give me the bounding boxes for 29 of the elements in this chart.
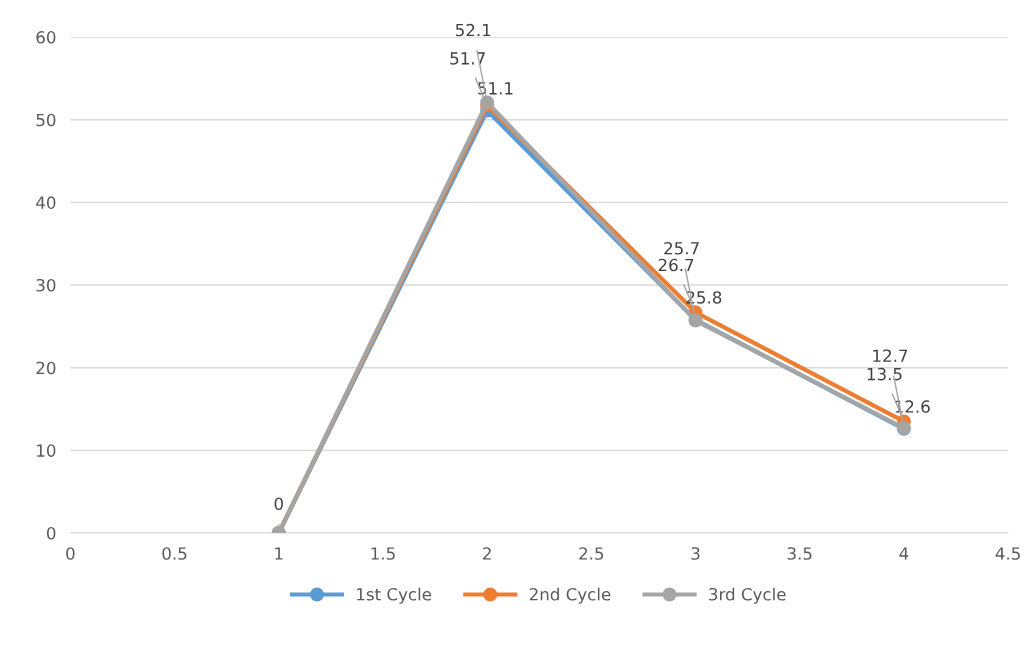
data-label: 12.7 xyxy=(873,349,908,362)
data-label: 13.5 xyxy=(867,367,902,381)
x-tick-label: 4 xyxy=(899,547,909,560)
x-tick-label: 0.5 xyxy=(162,547,187,560)
data-label: 26.7 xyxy=(658,258,694,272)
x-tick-label: 2 xyxy=(483,547,491,560)
legend-label: 2nd Cycle xyxy=(529,587,611,604)
data-label: 51.7 xyxy=(450,52,485,65)
data-label: 51.1 xyxy=(478,82,513,95)
x-tick-label: 4.5 xyxy=(995,547,1020,560)
y-tick-label: 60 xyxy=(36,31,56,44)
x-tick-label: 3.5 xyxy=(787,547,812,560)
data-label: 52.1 xyxy=(455,23,491,37)
x-tick-label: 1.5 xyxy=(371,547,395,560)
data-label: 25.7 xyxy=(664,241,699,255)
x-tick-label: 0 xyxy=(66,547,75,560)
y-tick-label: 30 xyxy=(36,278,56,292)
y-tick-label: 20 xyxy=(36,361,56,375)
x-tick-label: 3 xyxy=(691,547,700,560)
y-tick-label: 0 xyxy=(46,526,56,540)
y-tick-label: 10 xyxy=(37,444,56,457)
y-tick-label: 40 xyxy=(36,196,56,209)
x-tick-label: 2.5 xyxy=(579,547,604,560)
x-tick-label: 1 xyxy=(275,547,283,560)
legend-label: 1st Cycle xyxy=(357,587,432,604)
y-tick-label: 50 xyxy=(36,113,56,127)
data-label: 0 xyxy=(274,497,283,511)
legend-label: 3rd Cycle xyxy=(709,587,786,604)
data-label: 25.8 xyxy=(686,291,722,304)
